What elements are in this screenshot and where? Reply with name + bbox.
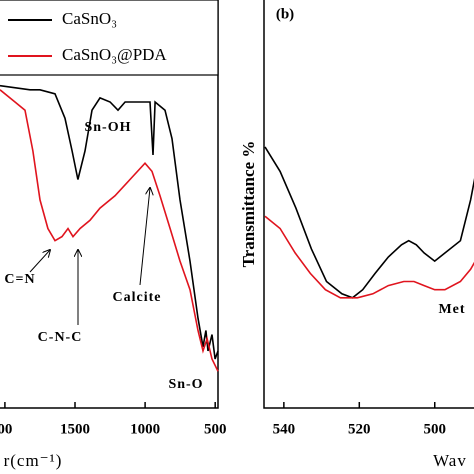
series-line — [264, 146, 474, 299]
legend-box — [0, 0, 219, 76]
arrow — [139, 188, 150, 286]
y-axis-label: Transmittance % — [239, 141, 258, 268]
series-line — [0, 84, 219, 360]
series-line — [264, 215, 474, 299]
legend-label: CaSnO₃@PDA — [62, 45, 167, 64]
plot-frame — [0, 0, 219, 409]
series-line — [0, 89, 219, 372]
annotation: Sn-O — [168, 377, 203, 392]
x-tick-label: 1000 — [130, 421, 160, 437]
legend-label: CaSnO₃ — [62, 9, 117, 28]
arrows — [29, 188, 150, 325]
annotation: Sn-OH — [84, 120, 131, 135]
annotation: Met — [438, 302, 465, 317]
x-tick-label: 520 — [348, 421, 371, 437]
x-tick-label: 540 — [273, 421, 296, 437]
annotation: Calcite — [113, 290, 162, 305]
panel-label: (b) — [276, 6, 294, 22]
annotation: C-N-C — [38, 330, 83, 345]
plot-frame — [263, 0, 474, 409]
x-tick-label: 500 — [204, 421, 227, 437]
arrow — [29, 250, 50, 273]
x-tick-label: 500 — [423, 421, 446, 437]
x-axis-label: Wav — [433, 451, 467, 470]
x-tick-label: 00 — [0, 421, 12, 437]
x-axis-label: r(cm⁻¹) — [4, 451, 63, 470]
annotation: C=N — [4, 272, 35, 287]
x-tick-label: 1500 — [60, 421, 90, 437]
